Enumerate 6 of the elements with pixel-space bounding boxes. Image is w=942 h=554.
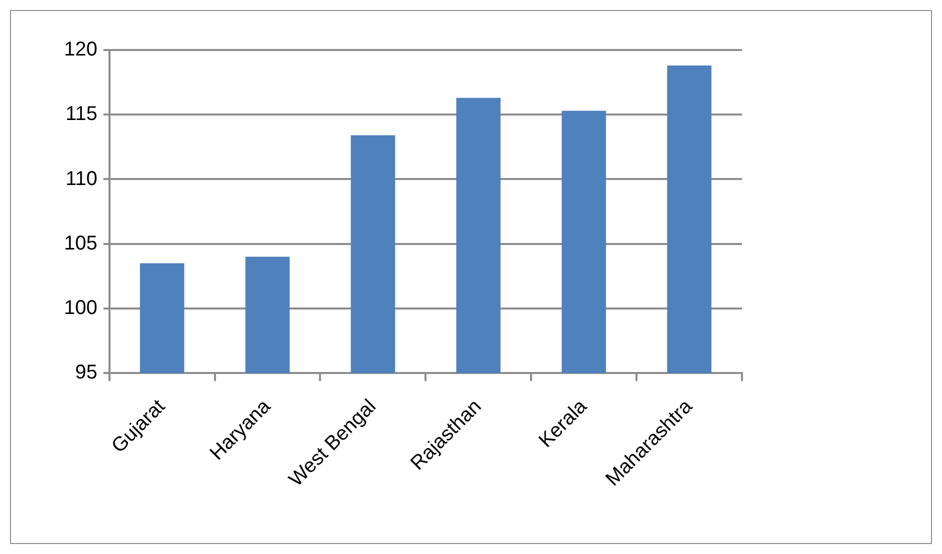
y-tick-label: 120	[64, 38, 98, 61]
y-tick-label: 95	[75, 362, 98, 384]
y-tick-label: 105	[64, 232, 98, 254]
y-tick-label: 110	[65, 168, 98, 190]
y-tick-label: 115	[65, 103, 98, 126]
y-tick-label: 100	[64, 297, 98, 319]
